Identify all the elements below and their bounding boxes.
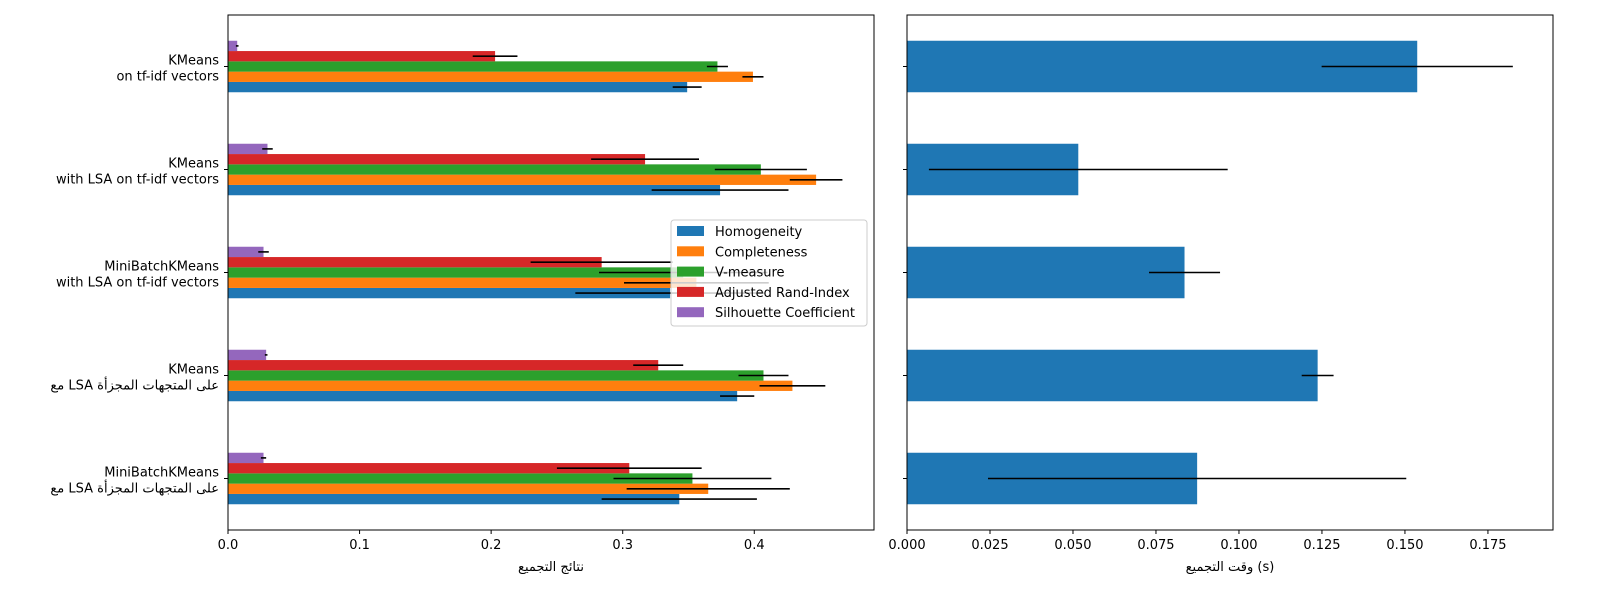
legend-label: Silhouette Coefficient — [715, 306, 855, 321]
scores-bar-adjusted-rand-index — [228, 463, 630, 474]
scores-y-tick-label: مع LSA على المتجهات المجزأة — [50, 377, 219, 394]
scores-bar-silhouette-coefficient — [228, 246, 264, 258]
timing-x-tick-label: 0.025 — [971, 538, 1008, 553]
scores-x-tick-label: 0.0 — [218, 538, 239, 553]
scores-y-tick-label: KMeans — [168, 54, 219, 69]
legend: Homogeneity Completeness V-measure Adjusted… — [670, 219, 868, 327]
left-x-axis-label: نتائج التجميع — [518, 560, 584, 575]
timing-x-tick-label: 0.000 — [888, 538, 925, 553]
legend-swatch — [677, 286, 704, 297]
scores-bar-homogeneity — [228, 184, 721, 196]
legend-label: Homogeneity — [715, 225, 803, 240]
timing-bar — [907, 349, 1318, 402]
scores-bar-adjusted-rand-index — [228, 257, 602, 268]
timing-x-tick-label: 0.050 — [1054, 538, 1091, 553]
scores-bar-homogeneity — [228, 287, 671, 299]
scores-bar-adjusted-rand-index — [228, 360, 659, 371]
scores-y-tick-label: with LSA on tf-idf vectors — [56, 276, 219, 291]
legend-label: Adjusted Rand-Index — [715, 286, 850, 301]
legend-swatch — [677, 307, 704, 318]
timing-x-tick-label: 0.075 — [1137, 538, 1174, 553]
scores-bar-completeness — [228, 380, 793, 391]
scores-y-tick-label: MiniBatchKMeans — [104, 260, 219, 275]
scores-bar-v-measure — [228, 164, 761, 175]
legend-label: Completeness — [715, 245, 808, 260]
scores-bar-silhouette-coefficient — [228, 452, 264, 464]
scores-y-tick-label: KMeans — [168, 157, 219, 172]
scores-bar-v-measure — [228, 267, 684, 278]
scores-y-tick-label: مع LSA على المتجهات المجزأة — [50, 480, 219, 497]
timing-x-tick-label: 0.100 — [1220, 538, 1257, 553]
scores-bar-v-measure — [228, 473, 693, 484]
scores-bar-adjusted-rand-index — [228, 51, 496, 62]
scores-bar-adjusted-rand-index — [228, 154, 646, 165]
scores-bar-homogeneity — [228, 390, 738, 402]
timing-x-tick-label: 0.125 — [1303, 538, 1340, 553]
timing-chart: 0.000 0.025 0.050 0.075 0.100 0.125 0.150 0.175 — [888, 14, 1554, 553]
timing-x-tick-label: 0.150 — [1386, 538, 1423, 553]
scores-x-tick-label: 0.3 — [612, 538, 633, 553]
scores-bar-completeness — [228, 277, 697, 288]
scores-bar-homogeneity — [228, 493, 680, 505]
scores-bar-silhouette-coefficient — [228, 40, 238, 52]
legend-swatch — [677, 266, 704, 277]
scores-x-tick-label: 0.1 — [349, 538, 370, 553]
scores-bar-v-measure — [228, 370, 764, 381]
legend-box — [670, 219, 868, 327]
timing-bar — [907, 246, 1185, 299]
scores-bar-completeness — [228, 174, 817, 185]
scores-y-tick-label: MiniBatchKMeans — [104, 466, 219, 481]
scores-x-tick-label: 0.4 — [744, 538, 765, 553]
scores-bar-completeness — [228, 483, 709, 494]
right-x-axis-label: وقت التجميع (s) — [1186, 560, 1275, 575]
scores-bar-silhouette-coefficient — [228, 349, 267, 361]
scores-bar-silhouette-coefficient — [228, 143, 268, 155]
legend-swatch — [677, 246, 704, 257]
timing-x-tick-label: 0.175 — [1469, 538, 1506, 553]
scores-bar-completeness — [228, 71, 753, 82]
scores-y-tick-label: with LSA on tf-idf vectors — [56, 173, 219, 188]
scores-bar-v-measure — [228, 61, 718, 72]
legend-swatch — [677, 226, 704, 236]
scores-x-tick-label: 0.2 — [481, 538, 502, 553]
scores-y-tick-label: on tf-idf vectors — [116, 70, 219, 85]
scores-bar-homogeneity — [228, 81, 688, 93]
scores-y-tick-label: KMeans — [168, 363, 219, 378]
legend-label: V-measure — [715, 266, 785, 281]
